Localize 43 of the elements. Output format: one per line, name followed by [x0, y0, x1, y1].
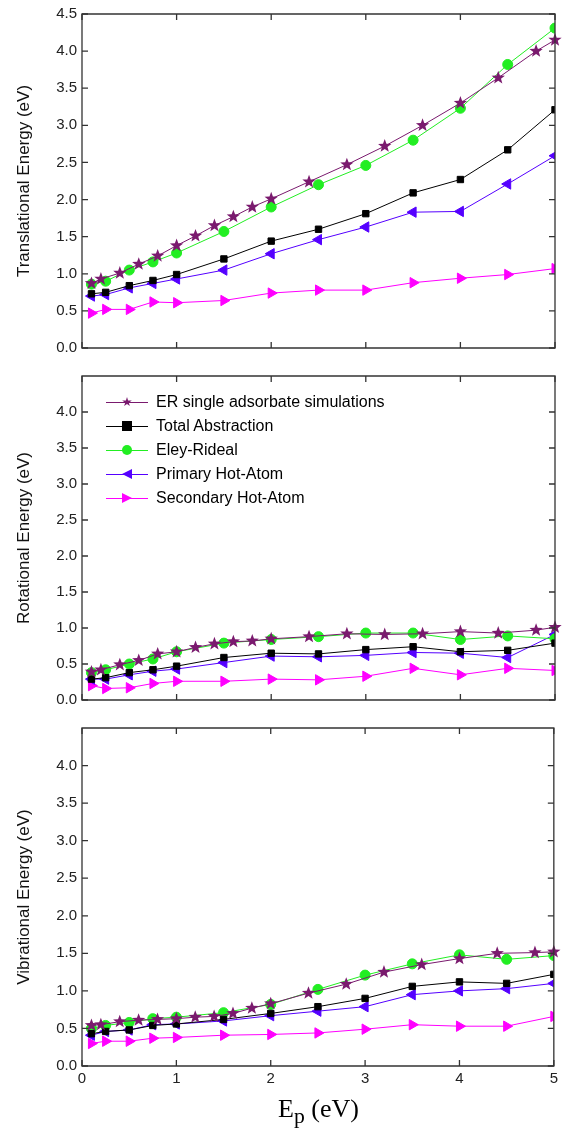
y-axis-title: Translational Energy (eV) [13, 84, 33, 278]
legend-label: Eley-Rideal [156, 440, 238, 460]
y-tick-label: 2.5 [56, 510, 77, 528]
x-tick-label: 1 [172, 1069, 181, 1087]
x-tick-label: 5 [549, 1069, 558, 1087]
y-tick-label: 2.0 [56, 189, 77, 207]
y-tick-label: 2.5 [56, 152, 77, 170]
y-tick-label: 2.0 [56, 905, 77, 923]
y-tick-label: 1.0 [56, 618, 77, 636]
y-tick-label: 3.0 [56, 115, 77, 133]
y-tick-label: 4.0 [56, 41, 77, 59]
y-tick-label: 0.0 [56, 338, 77, 356]
y-tick-label: 0.0 [56, 690, 77, 708]
legend-label: Secondary Hot-Atom [156, 488, 305, 508]
y-tick-label: 0.5 [56, 1018, 77, 1036]
x-tick-label: 3 [360, 1069, 370, 1087]
x-tick-label: 0 [77, 1069, 87, 1087]
y-tick-label: 2.5 [56, 868, 77, 886]
y-tick-label: 1.5 [56, 226, 77, 244]
x-tick-label: 4 [455, 1069, 464, 1087]
y-tick-label: 3.5 [56, 78, 77, 96]
y-tick-label: 0.0 [56, 1056, 77, 1074]
y-tick-label: 3.0 [56, 830, 77, 848]
y-tick-label: 1.0 [56, 263, 77, 281]
y-tick-label: 4.5 [56, 4, 77, 22]
y-tick-label: 1.5 [56, 943, 77, 961]
y-tick-label: 4.0 [56, 755, 77, 773]
y-tick-label: 0.5 [56, 654, 77, 672]
y-tick-label: 1.0 [56, 981, 77, 999]
y-tick-label: 3.5 [56, 438, 77, 456]
y-tick-label: 4.0 [56, 402, 77, 420]
x-axis-title: E$_{p}$ (eV) [277, 1093, 360, 1129]
y-tick-label: 1.5 [56, 582, 77, 600]
y-tick-label: 2.0 [56, 546, 77, 564]
y-tick-label: 3.5 [56, 793, 77, 811]
y-tick-label: 3.0 [56, 474, 77, 492]
legend-label: Total Abstraction [156, 416, 274, 436]
x-tick-label: 2 [266, 1069, 275, 1087]
legend-label: ER single adsorbate simulations [156, 392, 385, 412]
y-tick-label: 0.5 [56, 301, 77, 319]
legend-label: Primary Hot-Atom [156, 464, 284, 484]
y-axis-title: Vibrational Energy (eV) [13, 809, 33, 985]
y-axis-title: Rotational Energy (eV) [13, 452, 33, 624]
